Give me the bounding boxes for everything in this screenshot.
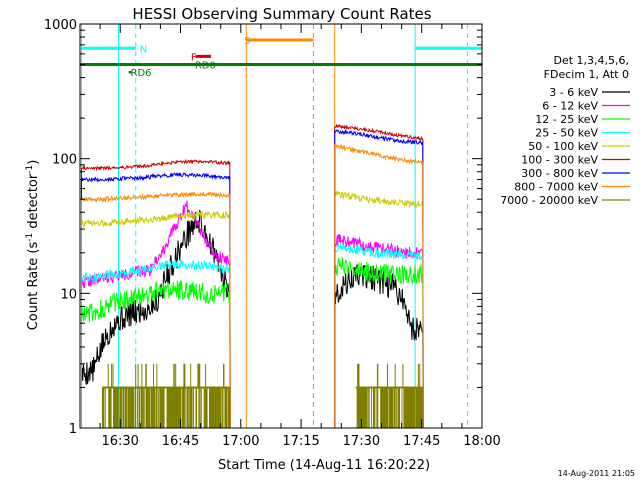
- series-7000-20000-kev-spikes-0: [101, 363, 231, 428]
- annotation-s: S: [244, 36, 250, 47]
- series-50-100-kev: [81, 190, 424, 429]
- x-tick-label-1645: 16:45: [162, 434, 199, 449]
- annotation-rd6: RD6: [131, 68, 152, 79]
- footer-date: 14-Aug-2011 21:05: [558, 469, 635, 478]
- series-100-300-kev-segment-0: [81, 158, 231, 429]
- series-300-800-kev: [81, 129, 424, 429]
- legend-label-50-100-kev: 50 - 100 keV: [528, 140, 598, 153]
- legend-label-25-50-kev: 25 - 50 keV: [535, 127, 598, 140]
- series-12-25-kev-segment-0: [81, 280, 231, 429]
- x-tick-label-1730: 17:30: [343, 434, 380, 449]
- y-tick-label-1: 1: [69, 422, 77, 437]
- legend: Det 1,3,4,5,6, FDecim 1, Att 0 3 - 6 keV…: [500, 54, 630, 207]
- rd6-marker: [128, 71, 132, 74]
- legend-label-12-25-kev: 12 - 25 keV: [535, 113, 598, 126]
- series-800-7000-kev: [81, 143, 424, 429]
- annotation-n: N: [140, 44, 147, 55]
- series-800-7000-kev-segment-0: [81, 191, 231, 429]
- series-25-50-kev-segment-1: [334, 242, 424, 429]
- plot-frame: [79, 23, 483, 429]
- series-6-12-kev-segment-1: [334, 234, 424, 429]
- series-300-800-kev-segment-0: [81, 172, 231, 429]
- y-tick-label-100: 100: [52, 153, 77, 168]
- legend-header-line-2: FDecim 1, Att 0: [544, 68, 629, 81]
- legend-label-7000-20000-kev: 7000 - 20000 keV: [500, 194, 598, 207]
- x-tick-label-1630: 16:30: [101, 434, 138, 449]
- x-tick-label-1800: 18:00: [463, 434, 500, 449]
- y-tick-label-10: 10: [60, 287, 77, 302]
- x-tick-label-1745: 17:45: [403, 434, 440, 449]
- series-12-25-kev-segment-1: [334, 257, 424, 429]
- series-25-50-kev-segment-0: [81, 259, 231, 429]
- legend-label-100-300-kev: 100 - 300 keV: [521, 154, 598, 167]
- x-axis-label: Start Time (14-Aug-11 16:20:22): [218, 458, 430, 473]
- series-3-6-kev-segment-1: [334, 264, 424, 429]
- series-3-6-kev: [81, 209, 424, 429]
- series-7000-20000-kev: [101, 363, 424, 428]
- series-50-100-kev-segment-1: [334, 190, 424, 429]
- series-100-300-kev: [81, 123, 424, 429]
- legend-label-800-7000-kev: 800 - 7000 keV: [514, 181, 598, 194]
- series-12-25-kev: [81, 257, 424, 429]
- series-25-50-kev: [81, 242, 424, 429]
- series-50-100-kev-segment-0: [81, 210, 231, 429]
- series-6-12-kev: [81, 200, 424, 429]
- legend-label-300-800-kev: 300 - 800 keV: [521, 167, 598, 180]
- series-800-7000-kev-segment-1: [334, 143, 424, 429]
- x-tick-label-1700: 17:00: [222, 434, 259, 449]
- legend-header-line-1: Det 1,3,4,5,6,: [553, 54, 629, 67]
- annotation-rd0: RD0: [195, 61, 216, 72]
- chart-title: HESSI Observing Summary Count Rates: [132, 5, 431, 23]
- legend-label-6-12-kev: 6 - 12 keV: [542, 100, 598, 113]
- y-tick-label-1000: 1000: [44, 18, 77, 33]
- series-6-12-kev-segment-0: [81, 200, 231, 429]
- y-axis-label: Count Rate (s-1 detector-1): [25, 160, 41, 331]
- annotation-f: F: [191, 52, 197, 63]
- series-3-6-kev-segment-0: [81, 209, 231, 429]
- legend-label-3-6-kev: 3 - 6 keV: [549, 86, 598, 99]
- series-100-300-kev-segment-1: [334, 123, 424, 429]
- series-7000-20000-kev-spikes-1: [356, 363, 423, 428]
- x-tick-label-1715: 17:15: [282, 434, 319, 449]
- series-300-800-kev-segment-1: [334, 129, 424, 429]
